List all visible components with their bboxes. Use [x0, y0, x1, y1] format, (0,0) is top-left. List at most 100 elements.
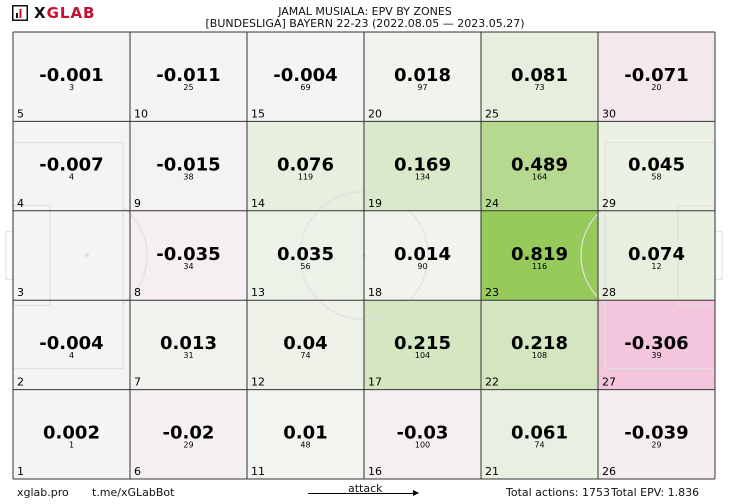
zone-action-count: 69	[300, 83, 310, 92]
zone-action-count: 12	[651, 262, 661, 271]
zone-epv-value: -0.001	[39, 65, 103, 86]
zone-number: 13	[251, 286, 265, 299]
zone-action-count: 3	[69, 83, 74, 92]
zone-grid	[12, 31, 716, 480]
zone-action-count: 164	[532, 172, 547, 181]
chart-subtitle: [BUNDESLIGA] BAYERN 22-23 (2022.08.05 — …	[205, 17, 525, 30]
zone-number: 24	[485, 197, 499, 210]
zone-action-count: 4	[69, 351, 74, 360]
zone-action-count: 48	[300, 441, 310, 450]
zone-number: 1	[17, 465, 24, 478]
zone-action-count: 20	[651, 83, 661, 92]
zone-cell-23	[481, 210, 598, 301]
zone-cell-12	[247, 300, 364, 390]
logo-text: XGLAB	[34, 4, 96, 22]
zone-action-count: 29	[183, 441, 193, 450]
zone-number: 5	[17, 107, 24, 120]
zone-action-count: 73	[534, 83, 544, 92]
zone-number: 16	[368, 465, 382, 478]
zone-action-count: 31	[183, 351, 193, 360]
zone-number: 8	[134, 286, 141, 299]
zone-cell-25	[481, 32, 598, 122]
zone-action-count: 56	[300, 262, 310, 271]
zone-number: 26	[602, 465, 616, 478]
zone-cell-28	[598, 210, 715, 301]
zone-cell-2	[13, 300, 130, 390]
zone-cell-6	[130, 389, 247, 479]
zone-action-count: 134	[415, 172, 430, 181]
zone-epv-value: -0.02	[163, 423, 215, 444]
zone-cell-9	[130, 121, 247, 211]
total-epv: Total EPV: 1.836	[611, 486, 700, 499]
zone-action-count: 34	[183, 262, 193, 271]
zone-epv-value: 0.013	[160, 333, 217, 354]
zone-epv-value: -0.03	[397, 423, 449, 444]
xglab-logo: XGLAB	[12, 4, 96, 22]
zone-action-count: 29	[651, 441, 661, 450]
zone-action-count: 38	[183, 172, 193, 181]
zone-number: 9	[134, 197, 141, 210]
zone-action-count: 4	[69, 172, 74, 181]
zone-number: 22	[485, 376, 499, 389]
zone-epv-value: 0.045	[628, 154, 685, 175]
zone-epv-value: -0.004	[273, 65, 337, 86]
zone-cell-27	[598, 300, 715, 390]
zone-epv-value: -0.011	[156, 65, 220, 86]
zone-cell-26	[598, 389, 715, 479]
zone-number: 19	[368, 197, 382, 210]
zone-number: 14	[251, 197, 265, 210]
zone-cell-4	[13, 121, 130, 211]
zone-epv-value: 0.074	[628, 244, 685, 265]
zone-number: 15	[251, 107, 265, 120]
zone-action-count: 104	[415, 351, 430, 360]
zone-epv-value: 0.076	[277, 154, 334, 175]
zone-epv-value: 0.002	[43, 423, 100, 444]
zone-number: 2	[17, 376, 24, 389]
zone-cell-3	[13, 210, 130, 301]
zone-action-count: 74	[534, 441, 544, 450]
zone-cell-22	[481, 300, 598, 390]
zone-cell-29	[598, 121, 715, 211]
zone-cell-20	[364, 32, 481, 122]
chart-title: JAMAL MUSIALA: EPV BY ZONES	[278, 5, 452, 18]
zone-cell-7	[130, 300, 247, 390]
zone-action-count: 100	[415, 441, 430, 450]
zone-action-count: 119	[298, 172, 313, 181]
zone-epv-value: 0.489	[511, 154, 568, 175]
bar-chart-icon	[12, 5, 28, 21]
zone-action-count: 1	[69, 441, 74, 450]
zone-cell-18	[364, 210, 481, 301]
zone-action-count: 97	[417, 83, 427, 92]
total-actions: Total actions: 1753	[506, 486, 610, 499]
zone-number: 10	[134, 107, 148, 120]
zone-cell-10	[130, 32, 247, 122]
zone-epv-value: -0.039	[624, 423, 688, 444]
zone-epv-value: -0.015	[156, 154, 220, 175]
zone-epv-value: 0.014	[394, 244, 451, 265]
zone-cell-11	[247, 389, 364, 479]
zone-number: 29	[602, 197, 616, 210]
zone-cell-21	[481, 389, 598, 479]
zone-number: 7	[134, 376, 141, 389]
zone-cell-15	[247, 32, 364, 122]
zone-epv-value: -0.071	[624, 65, 688, 86]
attack-arrow-icon	[308, 490, 419, 496]
zone-number: 18	[368, 286, 382, 299]
zone-action-count: 58	[651, 172, 661, 181]
zone-number: 20	[368, 107, 382, 120]
epv-zone-heatmap: -0.00135-0.0112510-0.00469150.01897200.0…	[5, 31, 723, 480]
zone-number: 6	[134, 465, 141, 478]
zone-number: 4	[17, 197, 24, 210]
zone-action-count: 74	[300, 351, 310, 360]
zone-cell-14	[247, 121, 364, 211]
zone-epv-value: 0.218	[511, 333, 568, 354]
zone-number: 28	[602, 286, 616, 299]
zone-cell-13	[247, 210, 364, 301]
zone-epv-value: 0.061	[511, 423, 568, 444]
zone-action-count: 108	[532, 351, 547, 360]
zone-cell-17	[364, 300, 481, 390]
zone-number: 30	[602, 107, 616, 120]
zone-number: 25	[485, 107, 499, 120]
zone-epv-value: -0.007	[39, 154, 103, 175]
zone-epv-value: 0.035	[277, 244, 334, 265]
